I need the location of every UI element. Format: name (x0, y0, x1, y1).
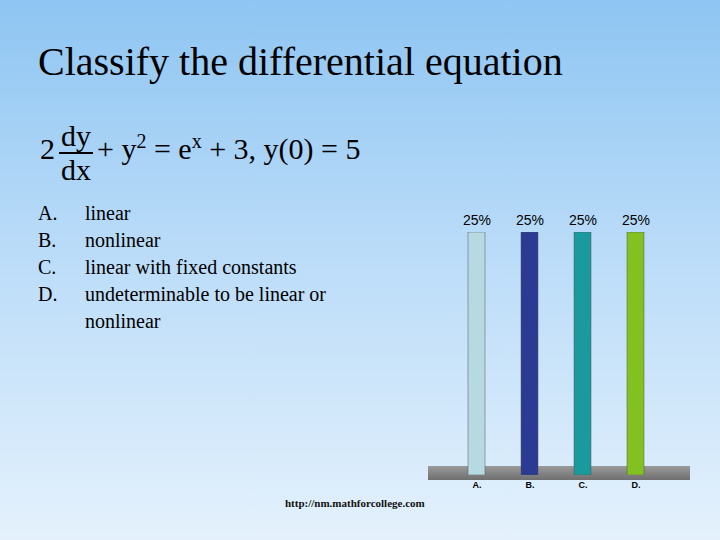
html-text:undeterminable to be linear or: undeterminable to be linear or nonlinear (85, 283, 326, 332)
svg-text:C.: C. (579, 480, 588, 490)
html-text:B.: B. (38, 229, 57, 251)
svg-text:D.: D. (632, 480, 641, 490)
html-text:C.: C. (38, 256, 57, 278)
svg-text:25%: 25% (463, 212, 491, 228)
html-text:A.: A. (38, 202, 58, 224)
html-text:linear with fixed constants: linear with fixed constants (85, 256, 297, 278)
svg-text:25%: 25% (569, 212, 597, 228)
html-text:2 dy: 2 dy (40, 119, 91, 166)
html-text:nonlinear: nonlinear (85, 229, 161, 251)
html-text:linear: linear (85, 202, 131, 224)
svg-text:A.: A. (473, 480, 482, 490)
html-text:dx: dx (61, 152, 91, 186)
svg-text:B.: B. (526, 480, 535, 490)
html-text:Classify the differential equa: Classify the differential equation (38, 39, 563, 84)
svg-text:25%: 25% (622, 212, 650, 228)
svg-text:25%: 25% (516, 212, 544, 228)
html-text:http://nm.mathforcollege.com: http://nm.mathforcollege.com (285, 497, 425, 509)
html-text:+ y2= ex+ 3, y(0) = 5: + y2= ex+ 3, y(0) = 5 (97, 130, 361, 166)
html-text:D.: D. (38, 283, 58, 305)
